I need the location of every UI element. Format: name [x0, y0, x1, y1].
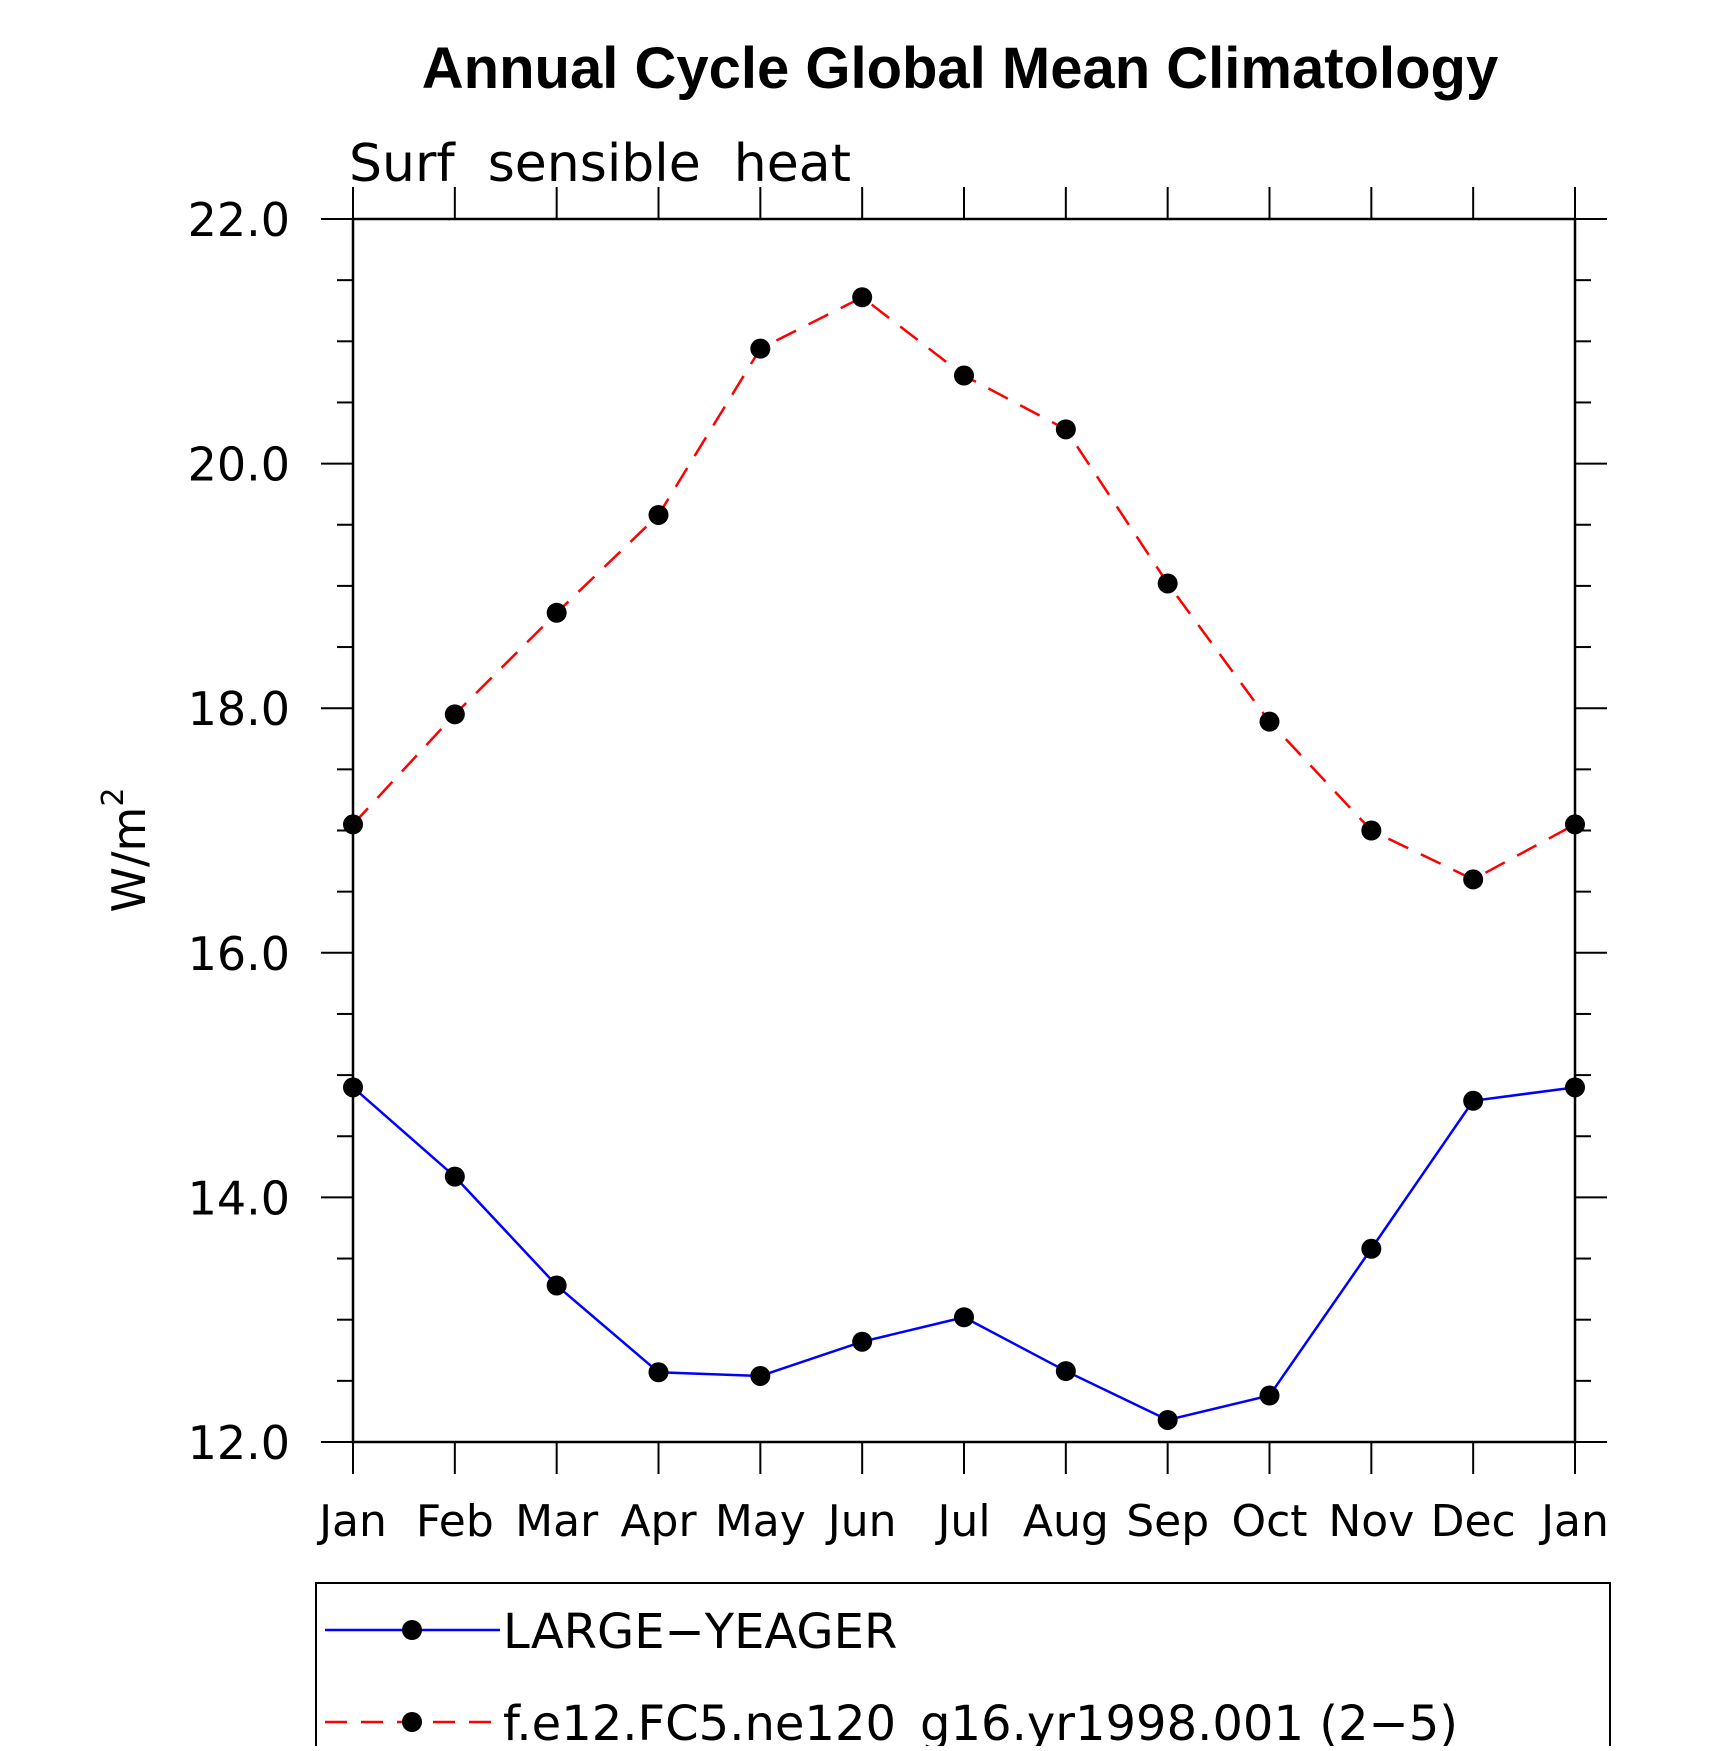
x-tick-label: Sep [1126, 1496, 1209, 1547]
y-tick-label: 18.0 [188, 682, 290, 736]
y-axis-label-superscript: 2 [96, 788, 131, 807]
legend-label-0: LARGE−YEAGER [503, 1604, 897, 1660]
x-tick-label: Jul [934, 1496, 990, 1547]
series-1-point [1055, 419, 1076, 440]
series-1-point [1361, 820, 1382, 841]
series-0-point [546, 1275, 567, 1296]
series-0-point [444, 1166, 465, 1187]
series-1-point [546, 602, 567, 623]
y-axis-ticks: 12.0 14.0 16.0 18.0 20.0 22.0 [188, 193, 1607, 1470]
x-tick-label: Aug [1023, 1496, 1109, 1547]
legend-marker-0 [402, 1620, 422, 1640]
series-1-point [1259, 711, 1280, 732]
series-1-point [852, 287, 873, 308]
y-axis-label-unit: W/m [102, 807, 156, 913]
x-tick-label: May [715, 1496, 806, 1547]
series-1-point [343, 814, 363, 835]
x-tick-label: Nov [1328, 1496, 1414, 1547]
y-tick-label: 16.0 [188, 927, 290, 981]
series-0-point [648, 1362, 669, 1383]
series-0-point [852, 1331, 873, 1352]
series-1-point [444, 704, 465, 725]
y-tick-label: 12.0 [188, 1416, 290, 1470]
legend: LARGE−YEAGER f.e12.FC5.ne120_g16.yr1998.0… [315, 1582, 1611, 1751]
series-0-point [1463, 1090, 1484, 1111]
series-0-point [343, 1077, 363, 1098]
series-0-point [750, 1365, 771, 1386]
series-0-point [1259, 1385, 1280, 1406]
y-tick-label: 14.0 [188, 1171, 290, 1225]
series-1-point [1463, 869, 1484, 890]
legend-border [315, 1582, 1611, 1751]
series-0-point [1157, 1409, 1178, 1430]
x-tick-label: Jan [316, 1496, 387, 1547]
series-1-point [1565, 814, 1585, 835]
y-tick-label: 22.0 [188, 193, 290, 247]
series-1-point [1157, 573, 1178, 594]
legend-marker-1 [402, 1712, 422, 1732]
chart-title: Annual Cycle Global Mean Climatology [422, 36, 1498, 101]
x-tick-label: Feb [416, 1496, 494, 1547]
legend-label-1: f.e12.FC5.ne120_g16.yr1998.001 (2−5) [503, 1696, 1458, 1746]
x-tick-label: Dec [1431, 1496, 1516, 1547]
legend-items: LARGE−YEAGER f.e12.FC5.ne120_g16.yr1998.0… [325, 1604, 1458, 1751]
x-tick-label: Jun [825, 1496, 897, 1547]
y-axis-label-group: W/m2 [96, 788, 156, 913]
series-0-point [954, 1307, 974, 1328]
y-tick-label: 20.0 [188, 438, 290, 492]
series-0-point [1055, 1361, 1076, 1382]
series-1-point [648, 504, 669, 525]
y-axis-label: W/m2 [96, 788, 156, 913]
x-tick-label: Jan [1538, 1496, 1609, 1547]
x-tick-label: Mar [515, 1496, 599, 1547]
series-1-point [750, 338, 771, 359]
x-tick-label: Apr [620, 1496, 697, 1547]
series-1-point [954, 365, 974, 386]
series-0-point [1361, 1238, 1382, 1259]
series-0-point [1565, 1077, 1585, 1098]
chart-subtitle: Surf sensible heat [349, 134, 851, 194]
x-axis-ticks: Jan Feb Mar Apr May Jun Jul Aug Sep Oct Nov Dec Jan [316, 187, 1609, 1547]
x-tick-label: Oct [1231, 1496, 1307, 1547]
series-points [343, 287, 1585, 1430]
